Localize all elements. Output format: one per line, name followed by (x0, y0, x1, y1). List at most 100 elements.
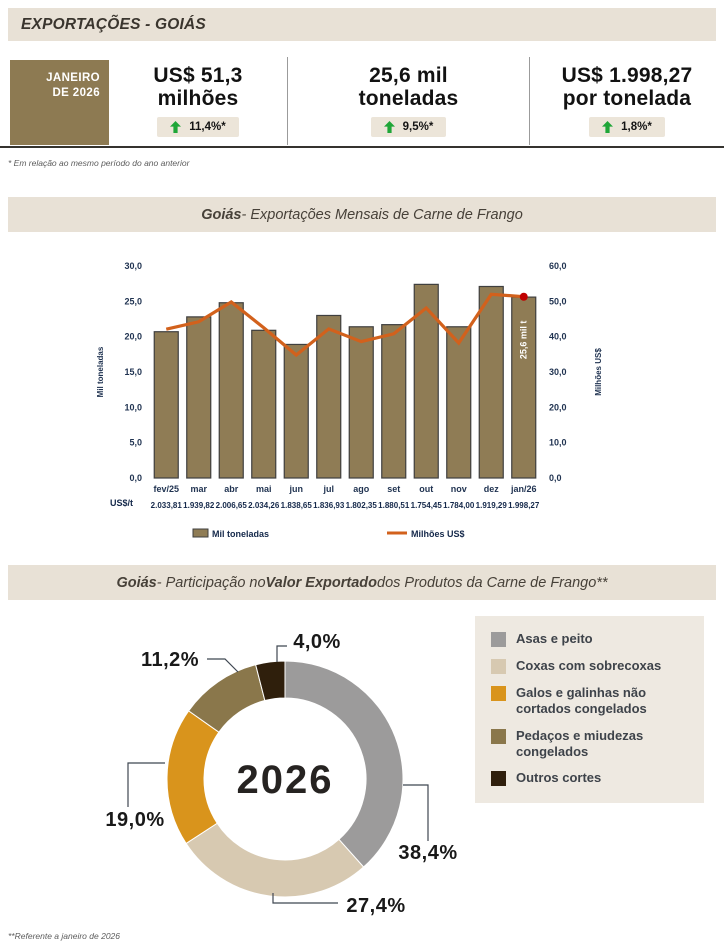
right-tick-label: 60,0 (549, 261, 567, 271)
legend-item: Coxas com sobrecoxas (491, 658, 692, 674)
usd-per-ton-value: 1.939,82 (183, 501, 215, 510)
legend-label-line: Milhões US$ (411, 529, 465, 539)
kpi-value: US$ 51,3 milhões (153, 63, 243, 110)
category-label: out (419, 484, 433, 494)
period-line2: DE 2026 (52, 86, 100, 99)
category-label: mar (190, 484, 207, 494)
left-axis-title: Mil toneladas (96, 346, 105, 397)
usd-per-ton-value: 2.033,81 (151, 501, 183, 510)
right-tick-label: 30,0 (549, 367, 567, 377)
left-tick-label: 25,0 (124, 296, 142, 306)
kpi-value-line1: US$ 1.998,27 (561, 63, 693, 87)
category-label: jun (289, 484, 304, 494)
legend-swatch (491, 686, 506, 701)
title-rest: dos Produtos da Carne de Frango** (377, 574, 608, 591)
usd-per-ton-value: 1.998,27 (508, 501, 540, 510)
category-label: jul (323, 484, 335, 494)
legend-swatch (491, 632, 506, 647)
right-tick-label: 0,0 (549, 473, 562, 483)
category-label: set (387, 484, 400, 494)
header-bar: EXPORTAÇÕES - GOIÁS (8, 8, 716, 41)
monthly-bar-line-chart: 0,0 5,0 10,0 15,0 20,0 25,0 30,0 0,0 10,0 20,0 30,… (96, 261, 603, 539)
kpi-value-line1: 25,6 mil (369, 63, 448, 87)
category-label: ago (353, 484, 370, 494)
category-label: mai (256, 484, 272, 494)
usd-per-ton-value: 1.784,00 (443, 501, 475, 510)
leader-line (403, 784, 429, 841)
kpi-value-line1: US$ 51,3 (153, 63, 243, 87)
delta-value: 1,8%* (621, 121, 652, 134)
usd-per-ton-value: 2.006,65 (216, 501, 248, 510)
up-arrow-icon (383, 121, 395, 134)
right-tick-label: 20,0 (549, 402, 567, 412)
kpi-divider (287, 57, 288, 145)
usd-per-ton-value: 2.034,26 (248, 501, 280, 510)
title-bold: Goiás (116, 574, 157, 591)
donut-chart: 38,4% 27,4% 19,0% 11,2% 4,0% 2026 (105, 631, 457, 917)
kpi-value-line2: por tonelada (562, 86, 692, 110)
category-label: dez (484, 484, 500, 494)
left-tick-label: 0,0 (129, 473, 142, 483)
legend-label: Outros cortes (516, 770, 602, 786)
left-tick-label: 20,0 (124, 332, 142, 342)
up-arrow-icon (170, 121, 182, 134)
bar (316, 314, 342, 479)
leader-line (272, 893, 338, 904)
left-tick-label: 5,0 (129, 438, 142, 448)
donut-slice (255, 660, 286, 702)
bar-annotation: 25,6 mil t (519, 321, 529, 360)
line-series (165, 292, 524, 358)
donut-slice (185, 822, 365, 898)
legend-label: Pedaços e miudezas congelados (516, 727, 644, 759)
usd-per-ton-value: 1.802,35 (346, 501, 378, 510)
bar (283, 343, 309, 479)
bar (218, 302, 244, 479)
kpi-usd-per-ton: US$ 1.998,27 por tonelada 1,8%* (530, 57, 724, 145)
bar (348, 326, 374, 479)
pct-label: 27,4% (346, 895, 405, 917)
delta-badge: 1,8%* (589, 117, 665, 138)
donut-slice (166, 710, 220, 845)
pct-label: 4,0% (293, 631, 341, 653)
legend-item: Galos e galinhas não cortados congelados (491, 685, 692, 717)
pct-label: 19,0% (105, 809, 164, 831)
legend-label-bars: Mil toneladas (212, 529, 269, 539)
legend-item: Outros cortes (491, 770, 692, 787)
bar (413, 283, 439, 479)
bar (153, 331, 179, 479)
donut-legend: Asas e peito Coxas com sobrecoxas Galos e … (475, 616, 704, 804)
kpi-tons: 25,6 mil toneladas 9,5%* (288, 57, 529, 145)
bar (381, 324, 407, 479)
legend-label: Galos e galinhas não cortados congelados (516, 685, 647, 716)
title-bold: Goiás (201, 206, 242, 223)
usd-per-ton-value: 1.880,51 (378, 501, 410, 510)
leader-line (276, 645, 287, 662)
left-tick-label: 10,0 (124, 402, 142, 412)
donut-slice (284, 660, 404, 868)
legend-swatch (491, 659, 506, 674)
footnote-comparison: * Em relação ao mesmo período do ano ant… (8, 158, 190, 168)
legend-swatch (491, 728, 506, 744)
center-year: 2026 (237, 758, 334, 802)
kpi-value-line2: milhões (157, 86, 239, 110)
last-point-marker (519, 292, 528, 301)
kpi-divider (529, 57, 530, 145)
leader-line (207, 658, 239, 673)
delta-value: 9,5%* (402, 121, 434, 134)
usd-per-ton-value: 1.838,65 (281, 501, 313, 510)
title-mid: - Participação no (156, 574, 266, 591)
right-axis-title: Milhões US$ (594, 348, 603, 396)
delta-badge: 11,4%* (157, 117, 239, 138)
legend-item: Pedaços e miudezas congelados (491, 728, 692, 760)
footnote-reference: **Referente a janeiro de 2026 (8, 931, 120, 941)
title-bold2: Valor Exportado (265, 574, 378, 591)
page-title: EXPORTAÇÕES - GOIÁS (21, 15, 206, 33)
right-tick-label: 40,0 (549, 332, 567, 342)
legend-label: Coxas com sobrecoxas (516, 658, 662, 673)
usd-per-ton-label: US$/t (110, 498, 133, 508)
period-line1: JANEIRO (46, 72, 100, 84)
left-tick-label: 15,0 (124, 367, 142, 377)
pct-label: 38,4% (398, 842, 457, 864)
monthly-chart-title: Goiás - Exportações Mensais de Carne de … (8, 197, 716, 232)
